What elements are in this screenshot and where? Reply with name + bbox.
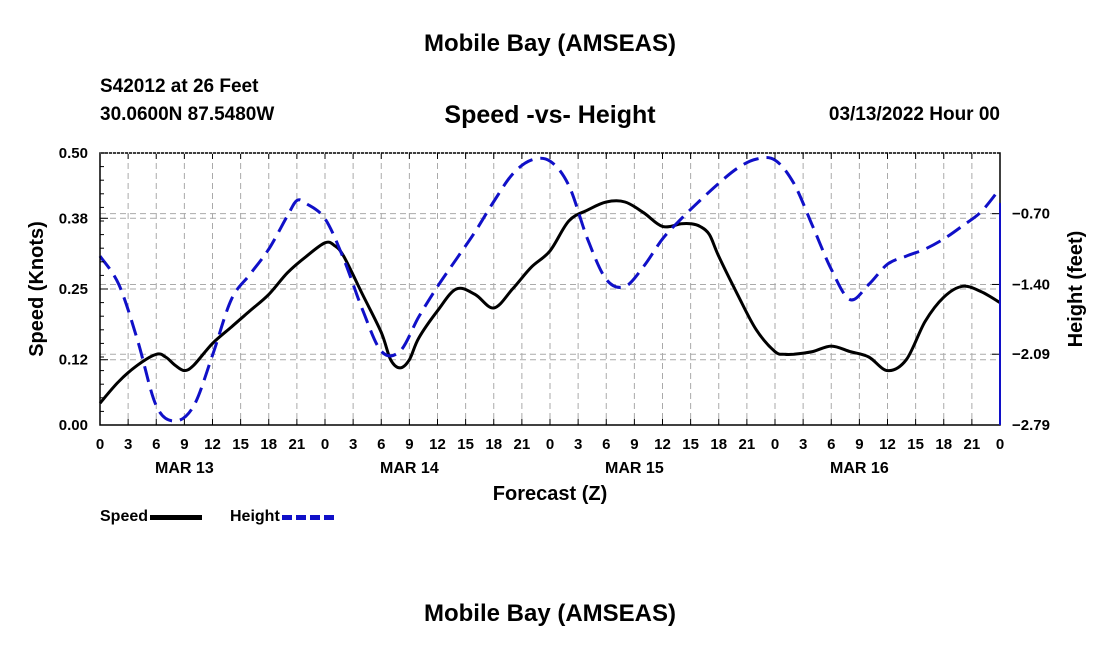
y-axis-label: Speed (Knots) [26,221,48,357]
station-coordinates: 30.0600N 87.5480W [100,104,275,125]
x-day-label: MAR 14 [380,460,439,477]
x-tick-label: 3 [124,436,132,453]
x-tick-label: 6 [152,436,160,453]
y-tick-label: 0.25 [59,281,88,298]
y-tick-label: 0.00 [59,417,88,434]
page-title: Mobile Bay (AMSEAS) [423,30,677,57]
x-tick-label: 21 [964,436,981,453]
legend-speed-label: Speed [100,508,149,525]
station-label: S42012 at 26 Feet [100,76,259,97]
x-day-label: MAR 15 [605,460,664,477]
legend-height-swatch [281,514,334,520]
x-tick-label: 15 [682,436,699,453]
x-axis-label: Forecast (Z) [493,483,607,505]
x-tick-label: 0 [96,436,104,453]
chart-title: Speed -vs- Height [444,101,656,129]
x-tick-label: 21 [514,436,531,453]
x-tick-label: 21 [289,436,306,453]
x-tick-label: 9 [180,436,188,453]
x-tick-label: 15 [232,436,249,453]
x-tick-label: 9 [855,436,863,453]
y-tick-label: 0.12 [59,352,88,369]
x-tick-label: 0 [771,436,779,453]
page-title-repeat: Mobile Bay (AMSEAS) [423,600,677,627]
x-tick-label: 0 [321,436,329,453]
x-tick-label: 6 [827,436,835,453]
legend-speed-swatch [150,514,203,520]
x-tick-label: 12 [879,436,896,453]
x-tick-label: 15 [907,436,924,453]
forecast-datetime: 03/13/2022 Hour 00 [828,104,1000,125]
x-tick-label: 0 [996,436,1004,453]
x-tick-label: 3 [349,436,357,453]
x-tick-label: 12 [429,436,446,453]
grid-layer [100,153,1000,426]
y-tick-label: 0.50 [59,145,88,162]
y2-axis-label: Height (feet) [1065,231,1087,348]
x-tick-label: 12 [654,436,671,453]
axis-layer: 0 3 6 9 12 15 18 21 0 3 6 9 12 15 18 21 0 3 6 9 12 15 18 21 0 3 6 9… [59,145,1050,477]
x-tick-label: 6 [377,436,385,453]
y2-tick-label: −1.40 [1012,276,1050,293]
x-tick-label: 18 [710,436,727,453]
x-tick-label: 21 [739,436,756,453]
y2-tick-label: −0.70 [1012,206,1050,223]
x-tick-label: 18 [935,436,952,453]
x-tick-label: 18 [485,436,502,453]
x-tick-label: 18 [260,436,277,453]
x-day-label: MAR 13 [155,460,214,477]
x-tick-label: 3 [799,436,807,453]
x-tick-label: 15 [457,436,474,453]
x-tick-label: 9 [630,436,638,453]
series-line-speed [98,199,1001,405]
x-day-label: MAR 16 [830,460,889,477]
x-tick-label: 9 [405,436,413,453]
x-tick-label: 6 [602,436,610,453]
legend-height: Height [230,508,334,526]
x-tick-label: 0 [546,436,554,453]
y2-tick-label: −2.79 [1012,417,1050,434]
y-tick-label: 0.38 [59,210,88,227]
x-tick-label: 12 [204,436,221,453]
legend-height-label: Height [230,508,280,525]
series-layer [98,156,1002,423]
legend-speed: Speed [100,508,203,526]
y2-tick-label: −2.09 [1012,346,1050,363]
x-tick-label: 3 [574,436,582,453]
